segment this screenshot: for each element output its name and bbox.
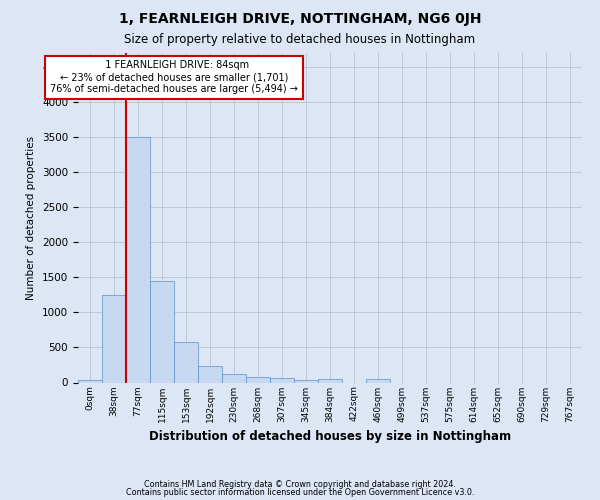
Text: Contains HM Land Registry data © Crown copyright and database right 2024.: Contains HM Land Registry data © Crown c… — [144, 480, 456, 489]
Text: 1, FEARNLEIGH DRIVE, NOTTINGHAM, NG6 0JH: 1, FEARNLEIGH DRIVE, NOTTINGHAM, NG6 0JH — [119, 12, 481, 26]
Bar — [270, 378, 294, 382]
Y-axis label: Number of detached properties: Number of detached properties — [26, 136, 37, 300]
X-axis label: Distribution of detached houses by size in Nottingham: Distribution of detached houses by size … — [149, 430, 511, 443]
Bar — [246, 377, 270, 382]
Bar — [318, 379, 342, 382]
Bar — [198, 366, 222, 382]
Bar — [126, 137, 150, 382]
Text: Contains public sector information licensed under the Open Government Licence v3: Contains public sector information licen… — [126, 488, 474, 497]
Bar — [174, 342, 198, 382]
Bar — [78, 380, 102, 382]
Bar — [102, 294, 126, 382]
Text: Size of property relative to detached houses in Nottingham: Size of property relative to detached ho… — [124, 32, 476, 46]
Bar — [294, 380, 318, 382]
Bar — [366, 379, 390, 382]
Bar — [150, 280, 174, 382]
Text: 1 FEARNLEIGH DRIVE: 84sqm
← 23% of detached houses are smaller (1,701)
76% of se: 1 FEARNLEIGH DRIVE: 84sqm ← 23% of detac… — [50, 60, 298, 94]
Bar — [222, 374, 246, 382]
